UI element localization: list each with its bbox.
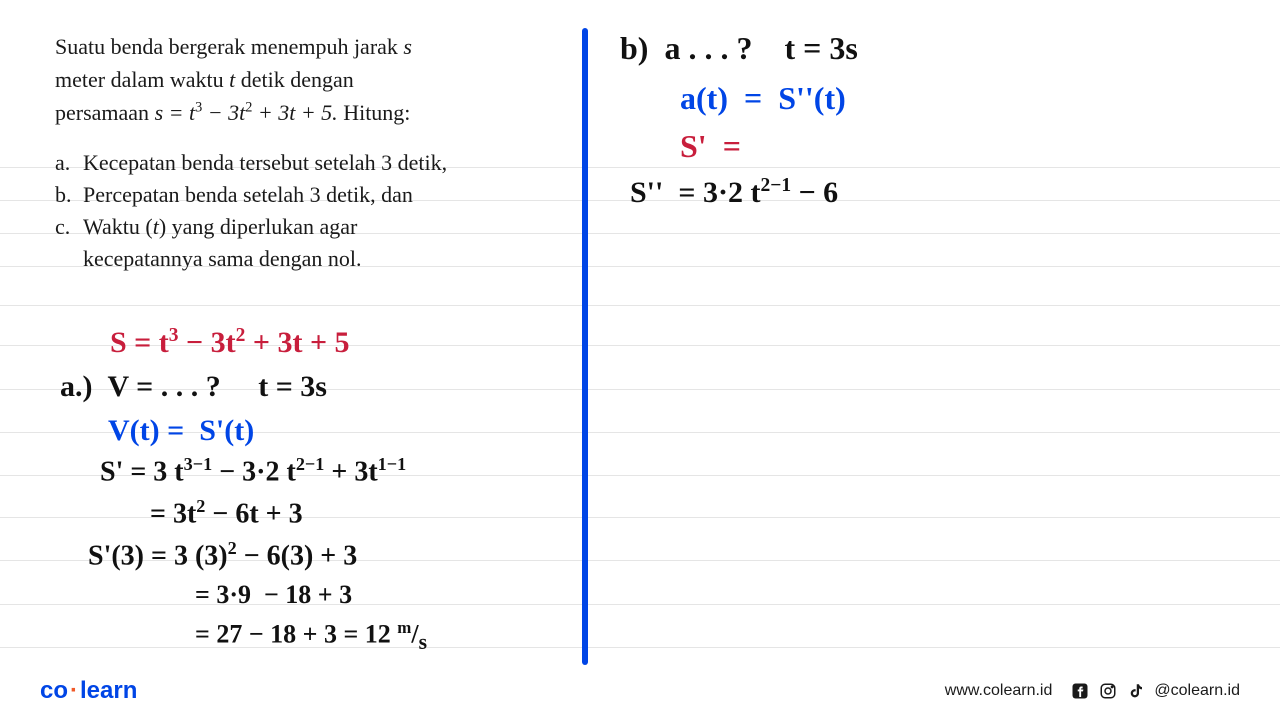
problem-text: meter dalam waktu: [55, 67, 229, 92]
problem-text: Hitung:: [343, 100, 410, 125]
var-s: s: [403, 34, 412, 59]
handwriting-line: = 27 − 18 + 3 = 12 m/s: [195, 618, 427, 655]
item-letter: a.: [55, 147, 83, 179]
equation-lhs: s = t: [155, 100, 196, 125]
handwriting-line: S' = 3 t3−1 − 3·2 t2−1 + 3t1−1: [100, 454, 406, 488]
left-column: Suatu benda bergerak menempuh jarak s me…: [55, 30, 575, 275]
footer-url: www.colearn.id: [945, 682, 1053, 700]
problem-text: persamaan: [55, 100, 155, 125]
social-handle: @colearn.id: [1154, 682, 1240, 700]
handwriting-line: a.) V = . . . ? t = 3s: [60, 370, 327, 404]
logo-dot: ·: [68, 677, 80, 704]
item-letter: c.: [55, 211, 83, 275]
column-divider: [582, 28, 588, 665]
tiktok-icon: [1126, 681, 1146, 701]
handwriting-line: S'' = 3·2 t2−1 − 6: [630, 175, 838, 210]
handwriting-line: S'(3) = 3 (3)2 − 6(3) + 3: [88, 538, 357, 572]
sub-item-a: a. Kecepatan benda tersebut setelah 3 de…: [55, 147, 575, 179]
equation-term: + 3t + 5.: [252, 100, 343, 125]
handwriting-line: = 3t2 − 6t + 3: [150, 496, 303, 530]
logo-part-learn: learn: [80, 677, 137, 704]
problem-statement: Suatu benda bergerak menempuh jarak s me…: [55, 30, 575, 129]
handwriting-line: S = t3 − 3t2 + 3t + 5: [110, 325, 350, 360]
equation-term: − 3t: [202, 100, 245, 125]
item-text: Kecepatan benda tersebut setelah 3 detik…: [83, 147, 575, 179]
item-text-part: Waktu (: [83, 214, 153, 239]
footer-right: www.colearn.id @colearn.id: [945, 681, 1240, 701]
colearn-logo: co·learn: [40, 677, 137, 705]
handwriting-line: V(t) = S'(t): [108, 414, 254, 448]
social-icons: @colearn.id: [1070, 681, 1240, 701]
problem-text: Suatu benda bergerak menempuh jarak: [55, 34, 403, 59]
facebook-icon: [1070, 681, 1090, 701]
item-letter: b.: [55, 179, 83, 211]
handwriting-line: b) a . . . ? t = 3s: [620, 30, 858, 67]
handwriting-line: a(t) = S''(t): [680, 80, 846, 117]
logo-part-co: co: [40, 677, 68, 704]
page: Suatu benda bergerak menempuh jarak s me…: [0, 0, 1280, 720]
item-text: Waktu (t) yang diperlukan agar kecepatan…: [83, 211, 575, 275]
sub-item-b: b. Percepatan benda setelah 3 detik, dan: [55, 179, 575, 211]
problem-sublist: a. Kecepatan benda tersebut setelah 3 de…: [55, 147, 575, 275]
instagram-icon: [1098, 681, 1118, 701]
sub-item-c: c. Waktu (t) yang diperlukan agar kecepa…: [55, 211, 575, 275]
item-text-part: kecepatannya sama dengan nol.: [83, 246, 362, 271]
item-text-part: ) yang diperlukan agar: [159, 214, 358, 239]
footer: co·learn www.colearn.id @colearn.id: [0, 676, 1280, 706]
handwriting-line: S' =: [680, 128, 741, 165]
handwriting-line: = 3·9 − 18 + 3: [195, 580, 352, 610]
problem-text: detik dengan: [235, 67, 354, 92]
item-text: Percepatan benda setelah 3 detik, dan: [83, 179, 575, 211]
